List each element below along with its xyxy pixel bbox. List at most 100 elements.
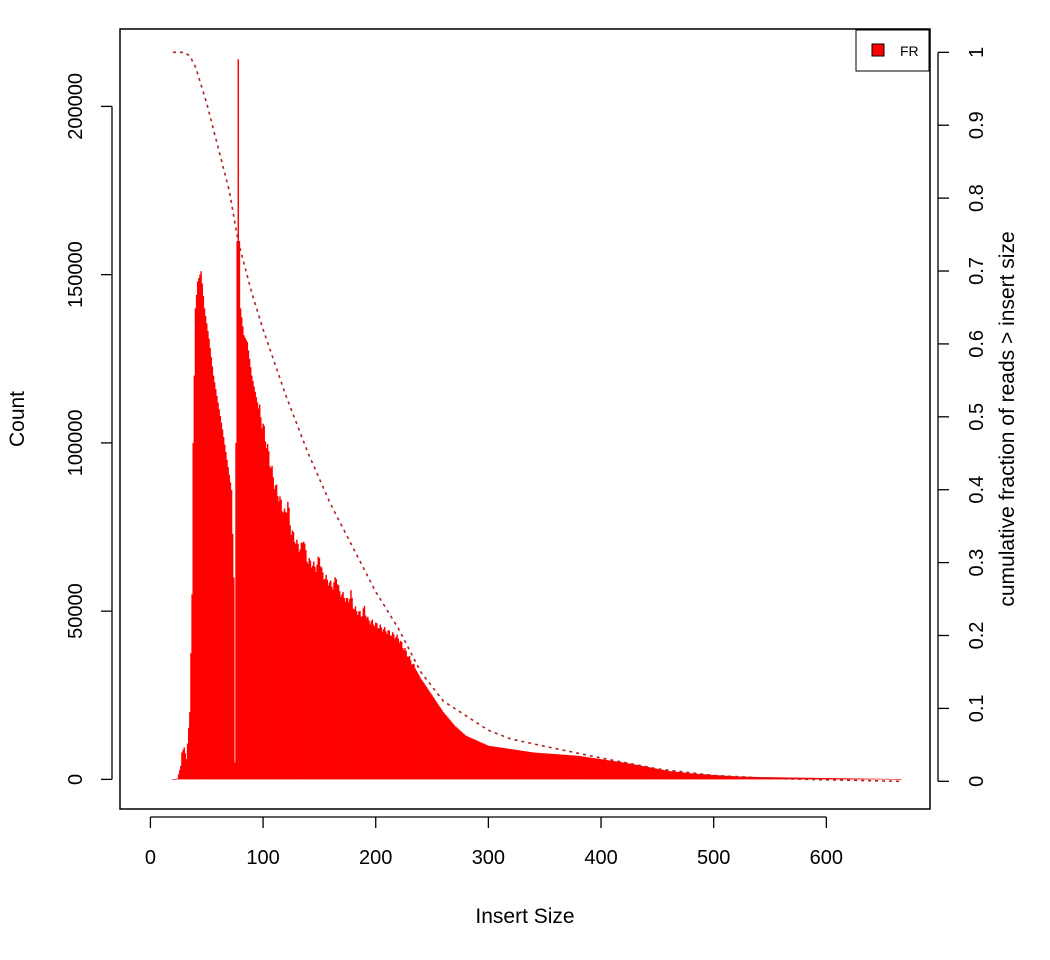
histogram-bar	[883, 778, 885, 780]
histogram-bar	[414, 668, 416, 780]
histogram-bar	[305, 550, 307, 780]
histogram-bar	[664, 770, 666, 780]
histogram-bar	[592, 758, 594, 780]
histogram-bar	[558, 754, 561, 780]
histogram-bar	[822, 777, 824, 780]
histogram-bar	[546, 753, 548, 780]
histogram-bar	[306, 561, 308, 780]
histogram-bar	[432, 696, 434, 780]
histogram-bar	[310, 567, 313, 780]
histogram-bar	[452, 724, 455, 780]
histogram-bar	[794, 777, 796, 780]
histogram-bar	[336, 584, 339, 780]
histogram-bar	[789, 777, 792, 780]
histogram-bar	[229, 482, 232, 780]
histogram-bar	[206, 323, 208, 780]
cumulative-fraction-line	[172, 51, 901, 783]
histogram-bar	[710, 774, 713, 780]
histogram-bar	[466, 736, 468, 780]
histogram-bar	[185, 759, 188, 780]
histogram-bar	[307, 563, 309, 780]
histogram-bar	[842, 778, 844, 780]
histogram-bar	[617, 761, 619, 780]
histogram-bar	[299, 549, 301, 780]
histogram-bar	[349, 599, 351, 780]
histogram-bar	[476, 740, 478, 780]
histogram-bar	[443, 713, 446, 780]
histogram-bar	[550, 753, 553, 780]
histogram-bar	[220, 422, 223, 780]
histogram-bar	[835, 778, 838, 780]
histogram-bar	[807, 777, 810, 780]
histogram-bar	[753, 776, 755, 780]
histogram-bar	[754, 776, 757, 780]
histogram-bar	[591, 757, 593, 780]
histogram-bar	[404, 648, 406, 780]
histogram-bar	[534, 752, 537, 780]
histogram-bar	[578, 756, 581, 780]
histogram-bar	[581, 756, 583, 780]
histogram-bar	[298, 551, 300, 780]
histogram-bar	[302, 541, 305, 780]
histogram-bar	[244, 337, 246, 780]
histogram-bar	[825, 778, 828, 780]
histogram-bar	[824, 778, 826, 780]
histogram-bar	[314, 566, 316, 780]
histogram-bar	[458, 729, 460, 780]
histogram-bar	[645, 766, 647, 780]
histogram-bar	[393, 634, 395, 780]
histogram-bar	[682, 772, 685, 780]
histogram-bar	[863, 778, 866, 780]
histogram-bar	[445, 716, 448, 780]
y2-tick-label: 0.5	[966, 403, 988, 431]
histogram-bar	[595, 758, 598, 780]
histogram-bar	[890, 778, 893, 780]
histogram-bar	[252, 380, 254, 780]
histogram-bar	[291, 530, 294, 780]
x-axis: 0 100 200 300 400 500 600	[145, 816, 843, 869]
histogram-bar	[699, 774, 701, 780]
histogram-bar	[292, 532, 295, 780]
histogram-bar	[576, 755, 579, 780]
histogram-bar	[433, 698, 436, 780]
histogram-bar	[210, 357, 212, 780]
histogram-bar	[527, 751, 529, 780]
histogram-bar	[899, 779, 902, 780]
histogram-bar	[329, 580, 332, 780]
histogram-bar	[809, 777, 812, 780]
histogram-bar	[569, 755, 572, 780]
histogram-bar	[178, 770, 181, 780]
histogram-bar	[346, 598, 349, 780]
histogram-bar	[843, 778, 846, 780]
x-tick-label: 200	[359, 847, 392, 869]
histogram-bar	[465, 735, 467, 780]
histogram-bar	[859, 778, 861, 780]
x-tick-label: 600	[810, 847, 843, 869]
histogram-bar	[496, 747, 499, 780]
histogram-bar	[235, 442, 237, 780]
histogram-bar	[224, 444, 226, 780]
histogram-bar	[556, 754, 558, 780]
histogram-bar	[893, 778, 895, 780]
histogram-bar	[853, 778, 856, 780]
histogram-bar	[421, 680, 423, 780]
histogram-bar	[545, 753, 547, 780]
histogram-bar	[833, 778, 835, 780]
histogram-bar	[442, 712, 445, 780]
histogram-bar	[590, 757, 592, 780]
histogram-bar	[856, 778, 858, 780]
histogram-bar	[719, 775, 722, 780]
histogram-bar	[328, 582, 331, 780]
histogram-bar	[640, 765, 643, 780]
histogram-bar	[237, 59, 240, 780]
histogram-bar	[396, 634, 398, 780]
histogram-bar	[712, 775, 715, 780]
histogram-bar	[889, 778, 892, 780]
histogram-bar	[420, 678, 422, 780]
histogram-bar	[821, 777, 823, 780]
histogram-bar	[287, 501, 289, 780]
histogram-bar	[284, 511, 287, 780]
histogram-bar	[639, 765, 642, 780]
histogram-bar	[724, 775, 726, 780]
histogram-bar	[327, 585, 330, 780]
